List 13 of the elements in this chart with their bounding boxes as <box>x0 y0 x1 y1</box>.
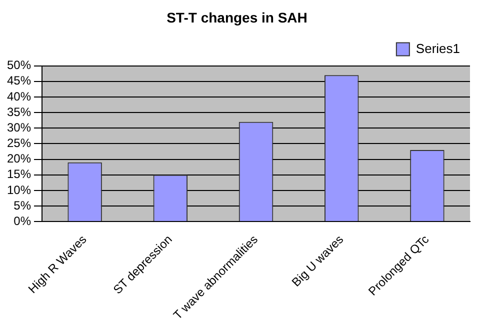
y-tick-label: 35% <box>6 104 32 119</box>
y-tick-label: 45% <box>6 74 32 88</box>
legend-label: Series1 <box>416 40 460 56</box>
chart-title: ST-T changes in SAH <box>166 9 308 26</box>
y-tick-label: 0% <box>14 214 32 228</box>
y-tick-label: 25% <box>6 136 32 150</box>
y-tick-label: 5% <box>14 198 32 212</box>
y-tick-label: 10% <box>6 182 32 197</box>
y-tick-label: 30% <box>6 120 32 134</box>
y-tick-label: 40% <box>6 89 32 104</box>
y-tick-label: 50% <box>6 58 32 72</box>
y-tick-label: 15% <box>6 167 32 182</box>
y-tick-label: 20% <box>6 152 32 166</box>
